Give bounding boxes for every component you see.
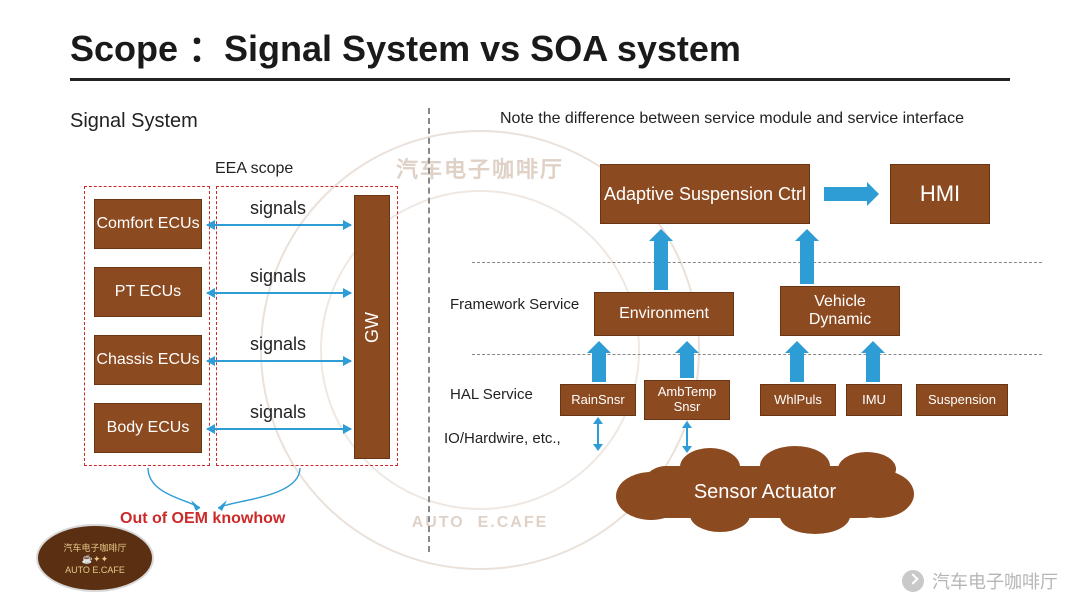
sensor-actuator-label: Sensor Actuator [694, 481, 836, 504]
eea-scope-label: EEA scope [215, 160, 293, 178]
signal-arrow-2 [207, 360, 351, 362]
hal-rainsnsr: RainSnsr [560, 384, 636, 416]
signal-arrow-3 [207, 428, 351, 430]
io-hardwire-label: IO/Hardwire, etc., [444, 430, 561, 447]
hmi-label: HMI [920, 181, 960, 206]
hal-rainsnsr-label: RainSnsr [571, 393, 624, 408]
brand-logo: 汽车电子咖啡厅 ☕✦✦ AUTO E.CAFE [36, 524, 154, 592]
signal-system-heading: Signal System [70, 110, 198, 133]
vehicle-dynamic-box: Vehicle Dynamic [780, 286, 900, 336]
signal-label-3: signals [250, 402, 306, 423]
signal-arrow-1 [207, 292, 351, 294]
adaptive-suspension-box: Adaptive Suspension Ctrl [600, 164, 810, 224]
row-divider-top [472, 262, 1042, 263]
ecu-body: Body ECUs [94, 403, 202, 453]
signal-arrow-0 [207, 224, 351, 226]
hal-ambtemp: AmbTemp Snsr [644, 380, 730, 420]
arrow-whlpuls-up [790, 352, 804, 382]
watermark-text-cn: 汽车电子咖啡厅 [396, 152, 564, 184]
center-divider [428, 108, 430, 552]
hal-imu: IMU [846, 384, 902, 416]
logo-en: AUTO E.CAFE [65, 565, 125, 575]
signal-label-2: signals [250, 334, 306, 355]
arrow-adaptive-to-hmi [824, 187, 868, 201]
signal-label-1: signals [250, 266, 306, 287]
hal-whlpuls: WhlPuls [760, 384, 836, 416]
watermark-text-en: AUTO E.CAFE [412, 514, 549, 532]
hal-imu-label: IMU [862, 393, 886, 408]
bidir-ambtemp [686, 428, 688, 446]
hal-ambtemp-label: AmbTemp Snsr [645, 385, 729, 415]
ecu-body-label: Body ECUs [107, 419, 190, 437]
arrow-ambtemp-up [680, 352, 694, 378]
hal-suspension-label: Suspension [928, 393, 996, 408]
logo-cn: 汽车电子咖啡厅 [63, 541, 126, 554]
arrow-vd-up [800, 240, 814, 284]
adaptive-suspension-label: Adaptive Suspension Ctrl [604, 184, 806, 205]
footer-text: 汽车电子咖啡厅 [932, 568, 1058, 594]
sensor-actuator-cloud: Sensor Actuator [640, 466, 890, 518]
footer-icon [902, 570, 924, 592]
soa-note: Note the difference between service modu… [500, 110, 964, 128]
footer-watermark: 汽车电子咖啡厅 [902, 568, 1058, 594]
page-title: Scope ：Signal System vs SOA system [70, 20, 741, 72]
environment-box: Environment [594, 292, 734, 336]
arrow-env-up [654, 240, 668, 290]
gw-box: GW [354, 195, 390, 459]
vehicle-dynamic-label: Vehicle Dynamic [781, 293, 899, 330]
ecu-comfort-label: Comfort ECUs [96, 215, 199, 233]
oem-knowhow-note: Out of OEM knowhow [120, 510, 285, 528]
framework-service-label: Framework Service [450, 296, 579, 313]
bidir-rain [597, 424, 599, 444]
ecu-comfort: Comfort ECUs [94, 199, 202, 249]
gw-label: GW [362, 312, 383, 343]
ecu-chassis-label: Chassis ECUs [96, 351, 199, 369]
signal-label-0: signals [250, 198, 306, 219]
arrow-imu-up [866, 352, 880, 382]
hal-service-label: HAL Service [450, 386, 533, 403]
arrow-rain-up [592, 352, 606, 382]
ecu-chassis: Chassis ECUs [94, 335, 202, 385]
hal-whlpuls-label: WhlPuls [774, 393, 822, 408]
ecu-pt: PT ECUs [94, 267, 202, 317]
ecu-pt-label: PT ECUs [115, 283, 181, 301]
row-divider-bottom [472, 354, 1042, 355]
environment-label: Environment [619, 305, 709, 323]
hmi-box: HMI [890, 164, 990, 224]
hal-suspension: Suspension [916, 384, 1008, 416]
title-underline [70, 78, 1010, 81]
